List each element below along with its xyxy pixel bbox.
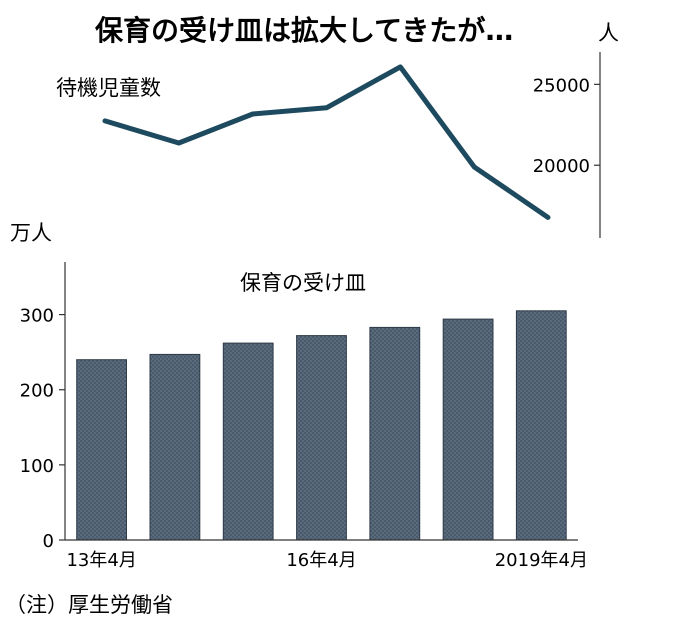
line-series-name: 待機児童数 xyxy=(56,76,161,100)
bar-x-tick-label: 13年4月 xyxy=(66,550,136,571)
line-y-unit: 人 xyxy=(598,21,619,45)
bar-2 xyxy=(222,342,274,541)
bar-chart: 万人 保育の受け皿 0 100 200 300 13年4月 16年4月 2019年4月 xyxy=(10,221,588,571)
chart-title: 保育の受け皿は拡大してきたが… xyxy=(95,14,513,47)
bar-y-tick-label: 0 xyxy=(43,531,54,552)
bar-3 xyxy=(296,335,347,541)
bar-y-ticks: 0 100 200 300 xyxy=(20,306,65,552)
bar-x-tick-label: 2019年4月 xyxy=(495,550,588,571)
bar-x-tick-label: 16年4月 xyxy=(286,550,356,571)
bar-y-tick-label: 300 xyxy=(20,306,54,327)
bars xyxy=(76,310,567,541)
bar-series-name: 保育の受け皿 xyxy=(240,271,366,295)
line-y-tick-label: 20000 xyxy=(533,156,590,177)
line-points xyxy=(104,66,549,218)
source-note: （注）厚生労働省 xyxy=(5,593,173,617)
bar-0 xyxy=(76,359,127,541)
waiting-children-line xyxy=(102,64,551,220)
bar-4 xyxy=(369,326,421,541)
line-chart: 人 待機児童数 20000 25000 xyxy=(56,21,619,238)
line-y-tick-label: 25000 xyxy=(533,75,590,96)
bar-y-tick-label: 200 xyxy=(20,381,54,402)
bar-y-unit: 万人 xyxy=(10,221,52,245)
bar-y-tick-label: 100 xyxy=(20,456,54,477)
bar-x-ticks: 13年4月 16年4月 2019年4月 xyxy=(66,550,588,571)
bar-5 xyxy=(442,318,494,541)
line-y-ticks: 20000 25000 xyxy=(533,75,600,177)
bar-6 xyxy=(515,310,567,541)
bar-1 xyxy=(149,353,201,541)
